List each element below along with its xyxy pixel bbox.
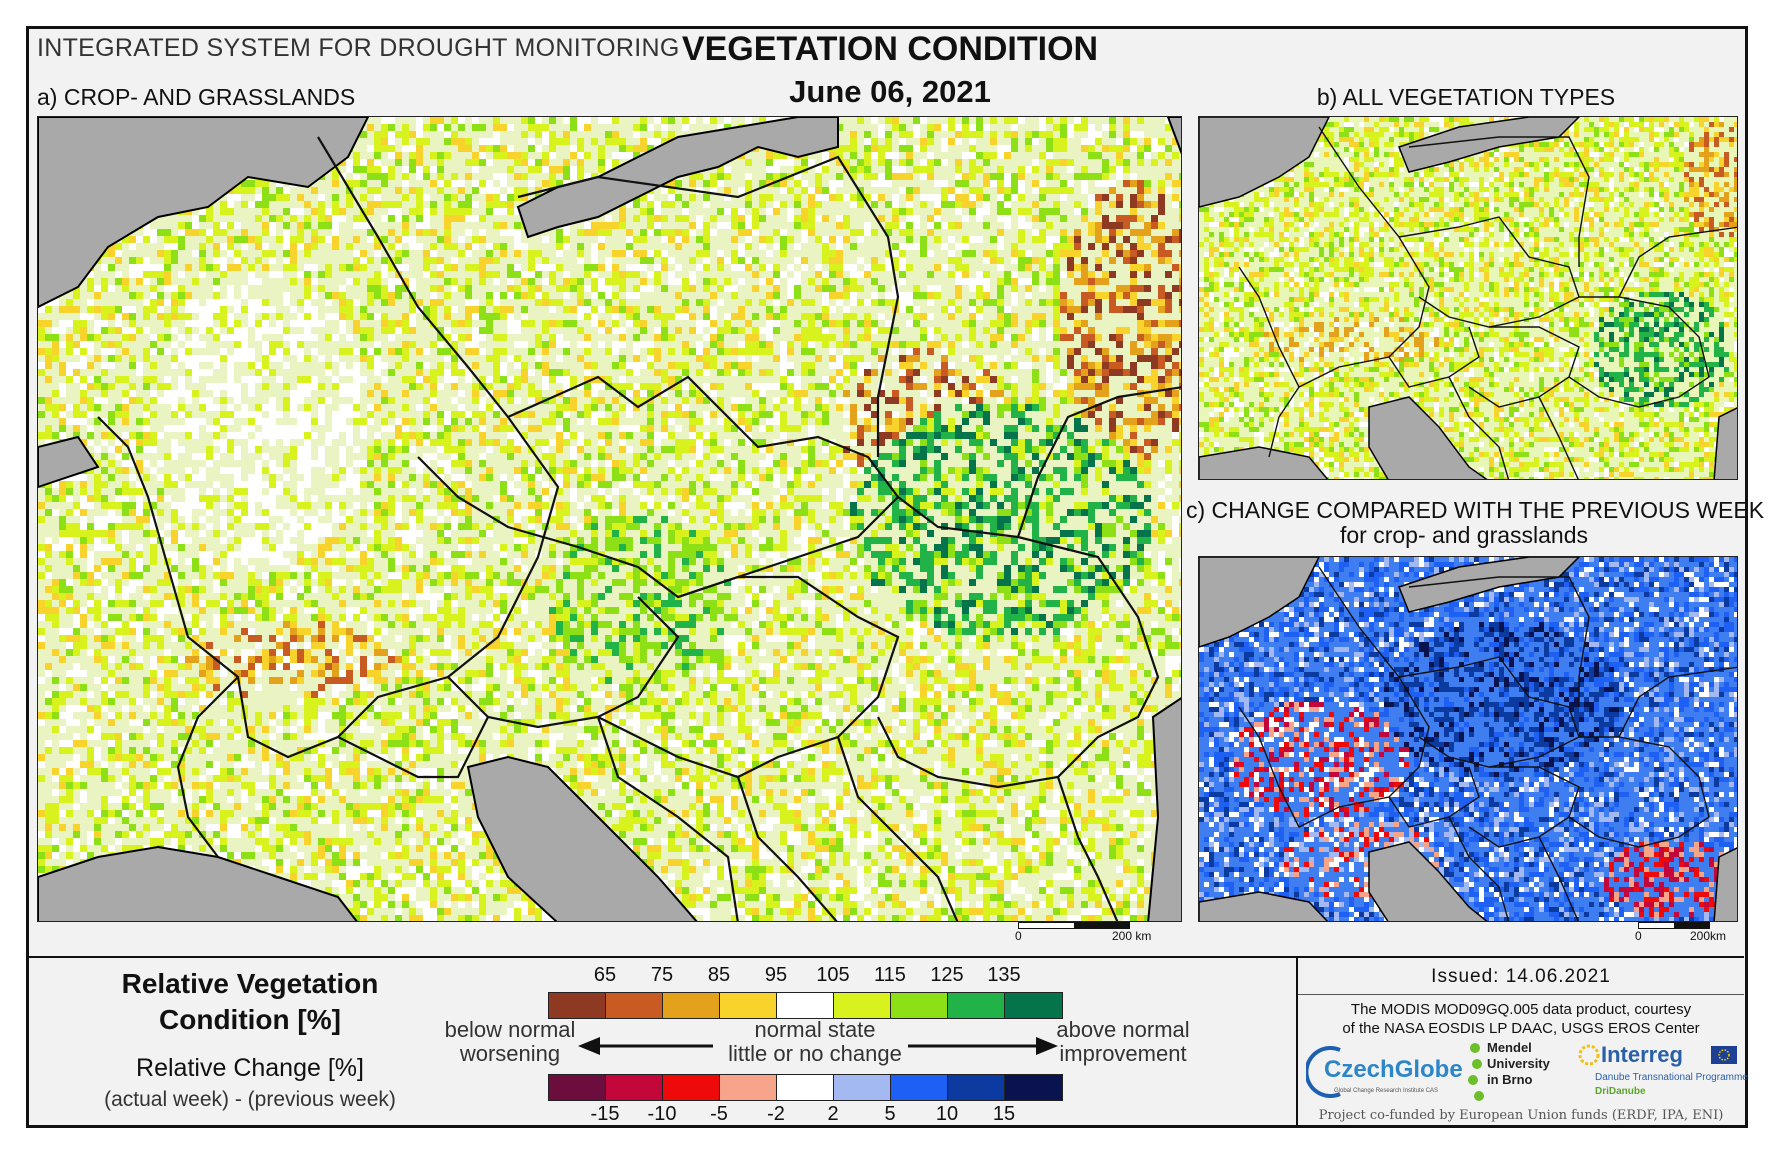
rc-swatch	[1005, 1075, 1062, 1100]
rvc-swatch	[834, 993, 891, 1018]
tick-label: 2	[827, 1103, 839, 1125]
scale-zero-a: 0	[1015, 929, 1022, 943]
right-labels: above normal improvement	[1048, 1018, 1198, 1066]
rc-swatch	[834, 1075, 891, 1100]
left-arrow-icon	[578, 1037, 600, 1055]
rvc-title-line1: Relative Vegetation	[121, 968, 379, 999]
interreg-wordmark: Interreg	[1601, 1042, 1683, 1067]
rvc-swatch	[777, 993, 834, 1018]
mendel-wordmark: Mendel University in Brno	[1487, 1040, 1550, 1088]
eu-flag-icon	[1711, 1046, 1737, 1064]
rc-swatch	[663, 1075, 720, 1100]
scale-zero-c: 0	[1635, 929, 1642, 943]
rvc-swatch	[948, 993, 1005, 1018]
panel-a-label: a) CROP- AND GRASSLANDS	[37, 84, 356, 110]
tick-label: 85	[707, 964, 731, 986]
rvc-legend-title: Relative Vegetation Condition [%]	[100, 966, 400, 1038]
czechglobe-swoosh-icon	[1306, 1046, 1341, 1098]
rc-swatch	[891, 1075, 948, 1100]
rc-swatch	[720, 1075, 777, 1100]
rc-color-ramp	[548, 1074, 1063, 1101]
map-date: June 06, 2021	[789, 74, 991, 109]
mendel-line2: University	[1487, 1056, 1550, 1071]
left-labels: below normal worsening	[435, 1018, 585, 1066]
panel-c-sublabel: for crop- and grasslands	[1339, 522, 1588, 548]
rc-swatch	[549, 1075, 606, 1100]
credit-line2: of the NASA EOSDIS LP DAAC, USGS EROS Ce…	[1342, 1020, 1700, 1037]
czechglobe-wordmark: CzechGlobe	[1324, 1056, 1463, 1083]
dridanube-label: DriDanube	[1595, 1086, 1646, 1097]
rvc-swatch	[663, 993, 720, 1018]
scale-bar-c: 0 200km	[1635, 922, 1738, 943]
tick-label: 15	[992, 1103, 1016, 1125]
direction-arrows	[578, 1037, 1058, 1055]
scale-end-c: 200km	[1690, 929, 1727, 943]
rvc-title-line2: Condition [%]	[159, 1004, 341, 1035]
mendel-logo: Mendel University in Brno	[1465, 1040, 1575, 1110]
worsening-label: worsening	[459, 1041, 561, 1066]
below-normal-label: below normal	[444, 1017, 576, 1042]
czechglobe-subtitle: Global Change Research Institute CAS	[1334, 1088, 1439, 1094]
country-borders	[97, 136, 1181, 921]
tick-label: -5	[710, 1103, 728, 1125]
mendel-line1: Mendel	[1487, 1040, 1532, 1055]
issued-date: Issued: 14.06.2021	[1431, 966, 1611, 987]
improvement-label: improvement	[1059, 1041, 1187, 1066]
scale-bar-a: 0 200 km	[1015, 922, 1158, 943]
tick-label: 115	[874, 964, 906, 986]
map-weekly-change	[1198, 556, 1738, 922]
tick-label: 105	[816, 964, 850, 986]
cofunding-note: Project co-funded by European Union fund…	[1318, 1108, 1724, 1123]
panel-c-label: c) CHANGE COMPARED WITH THE PREVIOUS WEE…	[1186, 497, 1765, 523]
rc-legend-subtitle: (actual week) - (previous week)	[104, 1088, 396, 1111]
main-title: VEGETATION CONDITION	[681, 30, 1099, 68]
tick-label: 125	[930, 964, 964, 986]
rvc-color-ramp	[548, 992, 1063, 1019]
info-divider	[1296, 958, 1298, 1126]
rvc-swatch	[606, 993, 663, 1018]
system-name: INTEGRATED SYSTEM FOR DROUGHT MONITORING	[37, 34, 680, 62]
country-borders	[1238, 566, 1737, 921]
tick-label: -10	[647, 1103, 677, 1125]
country-borders	[1238, 126, 1737, 479]
issued-underline	[1298, 994, 1744, 995]
interreg-programme: Danube Transnational Programme	[1595, 1072, 1748, 1083]
sea-areas	[1199, 557, 1737, 921]
interreg-logo: Interreg Danube Transnational Programme …	[1575, 1040, 1748, 1110]
little-change-label: little or no change	[728, 1041, 902, 1066]
rvc-swatch	[1005, 993, 1062, 1018]
czechglobe-logo: CzechGlobe Global Change Research Instit…	[1306, 1044, 1463, 1104]
tick-label: 75	[650, 964, 674, 986]
rvc-swatch	[549, 993, 606, 1018]
tick-label: -15	[590, 1103, 620, 1125]
sea-areas	[38, 117, 1181, 921]
rc-swatch	[948, 1075, 1005, 1100]
rvc-swatch	[891, 993, 948, 1018]
rvc-swatch	[720, 993, 777, 1018]
tick-label: -2	[767, 1103, 785, 1125]
normal-state-label: normal state	[754, 1017, 876, 1042]
legend-divider	[28, 956, 1744, 958]
mendel-dots-icon	[1468, 1043, 1484, 1101]
sea-areas	[1199, 117, 1737, 479]
tick-label: 95	[764, 964, 788, 986]
tick-label: 65	[593, 964, 617, 986]
right-arrow-icon	[1036, 1037, 1058, 1055]
above-normal-label: above normal	[1056, 1017, 1190, 1042]
credit-line1: The MODIS MOD09GQ.005 data product, cour…	[1350, 1001, 1692, 1018]
rc-swatch	[606, 1075, 663, 1100]
mendel-line3: in Brno	[1487, 1072, 1533, 1087]
map-all-vegetation	[1198, 116, 1738, 480]
scale-end-a: 200 km	[1112, 929, 1152, 943]
data-credit: The MODIS MOD09GQ.005 data product, cour…	[1298, 1000, 1744, 1038]
tick-label: 135	[987, 964, 1021, 986]
interreg-sun-icon	[1578, 1044, 1600, 1066]
tick-label: 10	[935, 1103, 959, 1125]
middle-labels: normal state little or no change	[720, 1018, 910, 1066]
tick-label: 5	[884, 1103, 896, 1125]
panel-b-label: b) ALL VEGETATION TYPES	[1316, 84, 1616, 110]
map-crop-grasslands	[37, 116, 1182, 922]
rc-swatch	[777, 1075, 834, 1100]
rc-legend-title: Relative Change [%]	[136, 1054, 364, 1082]
